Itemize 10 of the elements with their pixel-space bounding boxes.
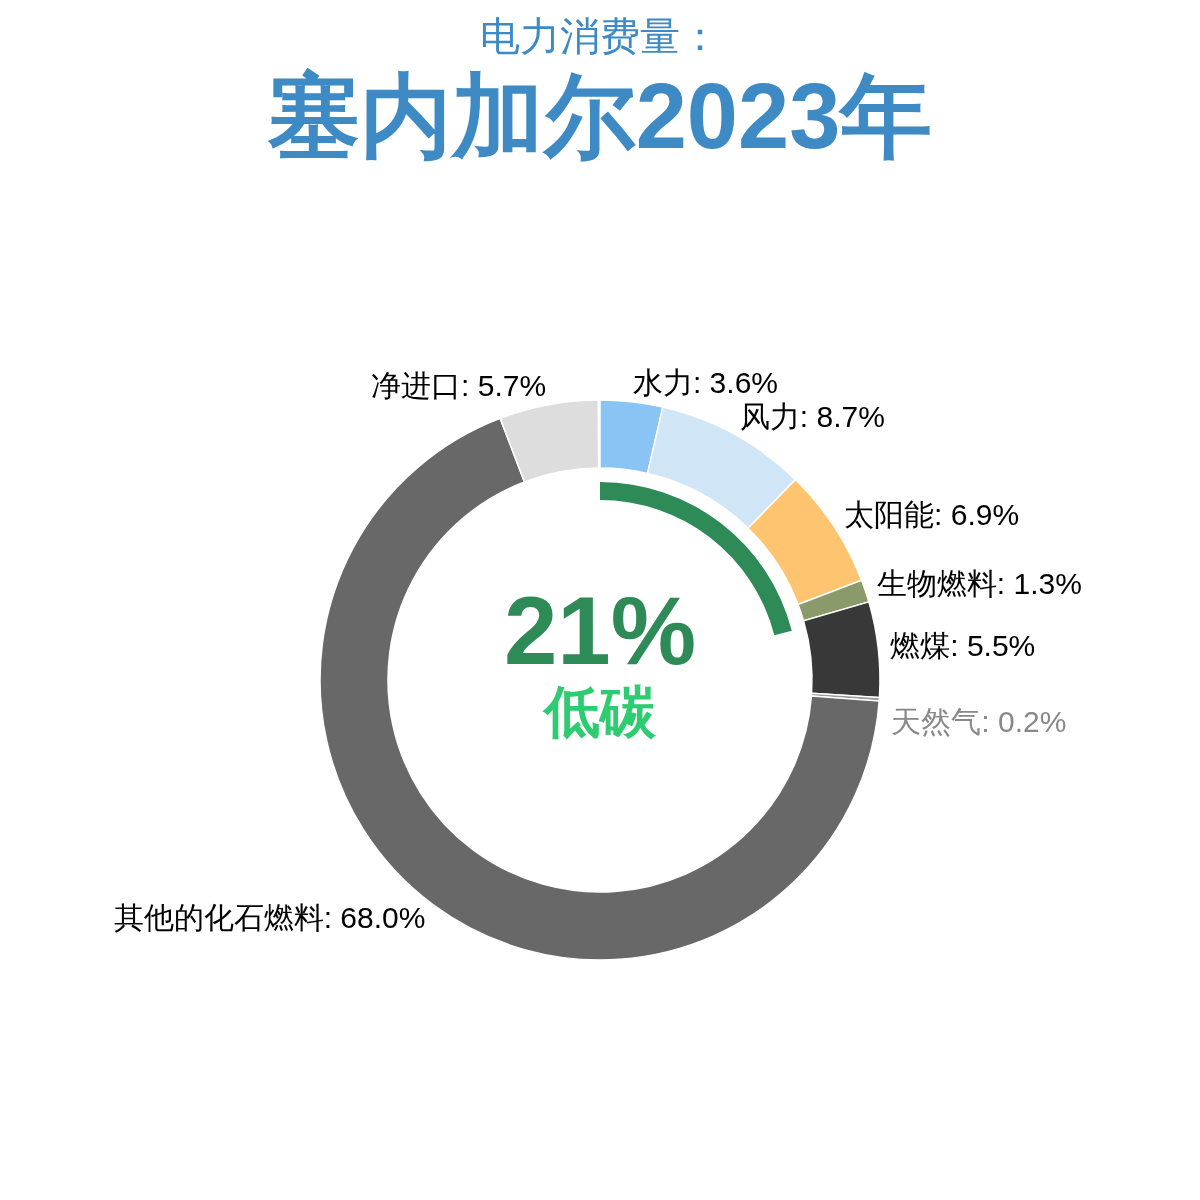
chart-subtitle: 电力消费量：: [480, 14, 720, 58]
slice-label: 净进口: 5.7%: [371, 369, 547, 403]
slice-label: 燃煤: 5.5%: [890, 629, 1036, 663]
slice-label: 水力: 3.6%: [632, 365, 779, 399]
slice-label: 太阳能: 6.9%: [844, 498, 1020, 532]
slice-label: 生物燃料: 1.3%: [876, 567, 1082, 601]
slice-label: 其他的化石燃料: 68.0%: [113, 900, 426, 934]
slice-label: 天然气: 0.2%: [891, 704, 1067, 738]
slice-label: 风力: 8.7%: [739, 400, 885, 434]
chart-title: 塞内加尔2023年: [266, 65, 933, 167]
